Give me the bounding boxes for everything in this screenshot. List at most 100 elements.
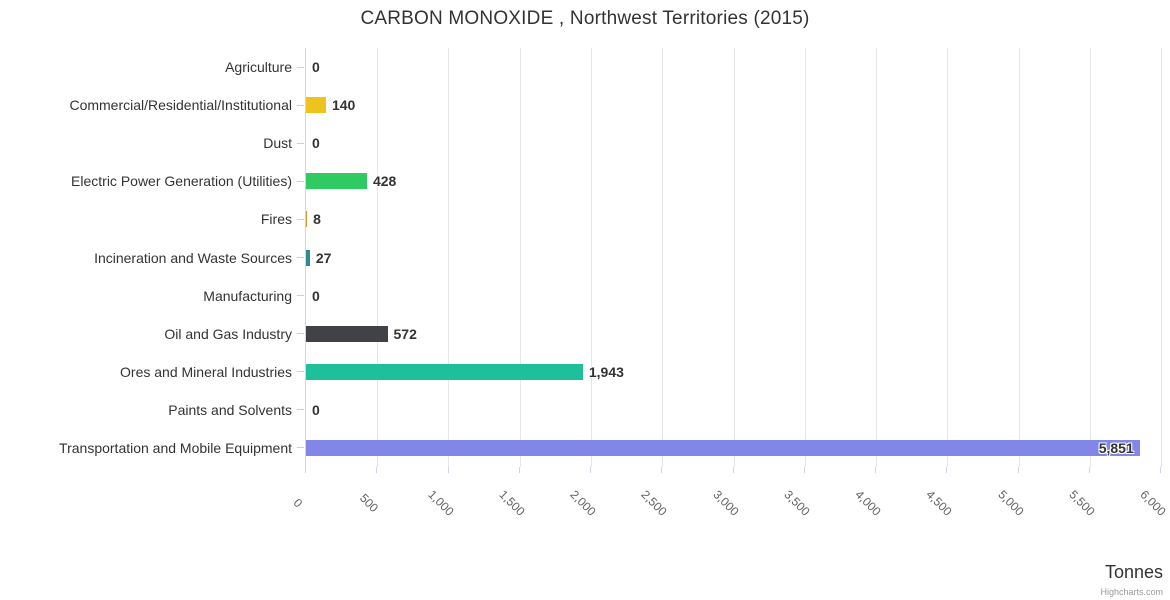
bar-row: 27 (306, 238, 1161, 276)
category-label-row: Transportation and Mobile Equipment (0, 429, 304, 467)
bar-commercial-residential-institutional[interactable] (306, 97, 326, 114)
category-label: Fires (260, 211, 292, 228)
category-tick (297, 218, 304, 220)
category-label-row: Oil and Gas Industry (0, 315, 304, 353)
x-axis-label: 500 (357, 490, 382, 516)
gridline (733, 48, 735, 467)
value-label: 140 (331, 97, 356, 114)
category-label-row: Dust (0, 124, 304, 162)
gridline (377, 48, 379, 467)
category-label: Paints and Solvents (168, 401, 292, 418)
x-axis-label: 5,000 (994, 487, 1027, 519)
x-axis-tick (1017, 467, 1019, 473)
plot-area: 0 140 0 428 8 27 0 572 1,943 0 5,851 (305, 48, 1162, 467)
bar-ores-and-mineral-industries[interactable] (306, 363, 583, 380)
category-label-row: Electric Power Generation (Utilities) (0, 162, 304, 200)
highcharts-credits-link[interactable]: Highcharts.com (1100, 587, 1163, 597)
bar-electric-power-generation-utilities[interactable] (306, 173, 367, 190)
category-label: Ores and Mineral Industries (120, 363, 292, 380)
bar-transportation-and-mobile-equipment[interactable]: 5,851 (306, 439, 1140, 456)
chart-title: CARBON MONOXIDE , Northwest Territories … (360, 8, 810, 29)
x-axis-label: 4,000 (852, 487, 884, 519)
gridline (662, 48, 664, 467)
x-axis-label: 2,000 (567, 487, 599, 519)
bar-oil-and-gas-industry[interactable] (306, 325, 388, 342)
x-axis-label: 3,000 (709, 487, 742, 519)
value-label: 428 (372, 173, 397, 190)
value-label: 5,851 (1098, 439, 1134, 456)
x-axis-tick (875, 467, 876, 473)
category-tick (297, 142, 304, 144)
gridline (804, 48, 806, 467)
gridline (519, 48, 521, 467)
category-label-row: Fires (0, 200, 304, 238)
category-label-row: Agriculture (0, 48, 304, 86)
x-axis-label: 3,500 (781, 487, 813, 519)
x-axis-tick (946, 467, 948, 473)
bar-row: 572 (306, 315, 1161, 353)
value-label: 0 (312, 401, 320, 418)
category-tick (297, 180, 304, 182)
x-axis-tick (447, 467, 449, 473)
gridline (448, 48, 450, 467)
category-tick (297, 447, 304, 449)
value-label: 27 (315, 249, 332, 266)
category-label-row: Commercial/Residential/Institutional (0, 86, 304, 124)
category-label: Oil and Gas Industry (164, 325, 292, 342)
category-tick (297, 295, 304, 297)
value-label: 1,943 (588, 363, 624, 380)
x-axis-tick (518, 467, 520, 473)
category-label: Manufacturing (203, 287, 292, 304)
value-label: 8 (313, 211, 321, 228)
gridline (875, 48, 877, 467)
gridline (590, 48, 592, 467)
gridline (1018, 48, 1020, 467)
gridline (1161, 48, 1162, 467)
x-axis-label: 1,000 (424, 487, 457, 519)
category-tick (297, 257, 304, 259)
bar-row: 140 (306, 86, 1161, 124)
category-tick (297, 409, 304, 411)
bar-row: 0 (306, 48, 1161, 86)
value-label: 0 (312, 59, 320, 76)
x-axis-tick (1160, 467, 1161, 473)
category-tick (297, 104, 304, 106)
x-axis-tick (305, 467, 306, 473)
bar-row: 1,943 (306, 353, 1161, 391)
x-axis-label: 1,500 (496, 487, 528, 519)
x-axis-tick (661, 467, 663, 473)
value-label: 0 (312, 135, 320, 152)
category-tick (297, 333, 304, 335)
bar-rows: 0 140 0 428 8 27 0 572 1,943 0 5,851 (306, 48, 1161, 467)
value-label: 572 (393, 325, 417, 342)
category-label: Electric Power Generation (Utilities) (71, 173, 292, 190)
x-axis-tick (1088, 467, 1090, 473)
bar-fires[interactable] (306, 211, 308, 228)
bar-row: 428 (306, 162, 1161, 200)
category-tick (297, 371, 304, 373)
category-label: Incineration and Waste Sources (94, 249, 292, 266)
bar-row: 0 (306, 124, 1161, 162)
x-axis-label: 2,500 (638, 487, 670, 519)
x-axis-label: 4,500 (923, 487, 955, 519)
category-label: Agriculture (225, 59, 292, 76)
category-label: Transportation and Mobile Equipment (59, 439, 292, 456)
x-axis-label: 0 (290, 495, 306, 511)
x-axis-tick (803, 467, 805, 473)
category-label: Commercial/Residential/Institutional (69, 97, 292, 114)
x-axis-tick (376, 467, 378, 473)
bar-row: 0 (306, 391, 1161, 429)
category-label-row: Ores and Mineral Industries (0, 353, 304, 391)
category-label-row: Manufacturing (0, 277, 304, 315)
gridline (947, 48, 949, 467)
x-axis-tick (590, 467, 591, 473)
bar-incineration-and-waste-sources[interactable] (306, 249, 310, 266)
x-axis-title: Tonnes (1104, 562, 1163, 582)
category-label: Dust (263, 135, 292, 152)
value-label: 0 (312, 287, 320, 304)
category-axis: Agriculture Commercial/Residential/Instit… (0, 48, 304, 467)
bar-row: 8 (306, 200, 1161, 238)
category-tick (297, 66, 304, 68)
bar-row: 0 (306, 277, 1161, 315)
